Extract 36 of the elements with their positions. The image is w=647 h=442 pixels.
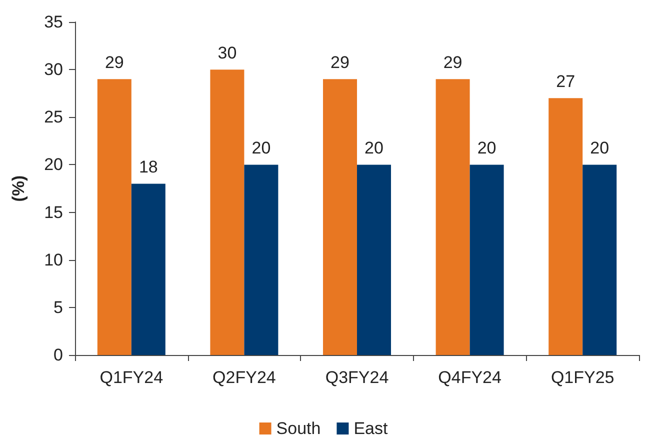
bar (97, 79, 132, 355)
x-tick-label: Q2FY24 (212, 368, 276, 387)
x-tick-label: Q1FY24 (100, 368, 164, 387)
y-tick-label: 35 (44, 12, 63, 32)
x-tick-label: Q4FY24 (438, 368, 502, 387)
bar (323, 79, 357, 355)
y-tick-label: 25 (44, 108, 63, 127)
data-label: 20 (252, 138, 271, 158)
data-label: 30 (218, 44, 237, 63)
data-label: 20 (477, 138, 496, 158)
y-tick-label: 20 (44, 155, 63, 174)
bar (548, 98, 583, 355)
legend-label: South (276, 419, 321, 438)
data-label: 18 (138, 158, 158, 177)
data-label: 29 (104, 53, 124, 72)
data-label: 20 (364, 138, 384, 158)
y-axis-title: (%) (9, 175, 28, 202)
data-label: 27 (556, 72, 576, 92)
y-tick-label: 5 (54, 298, 63, 317)
y-tick-label: 15 (44, 202, 63, 222)
legend-label: East (354, 419, 388, 438)
bar (582, 164, 617, 355)
data-label: 29 (330, 53, 350, 72)
data-label: 29 (443, 53, 462, 72)
x-tick-label: Q3FY24 (325, 368, 389, 387)
y-tick-label: 0 (54, 346, 63, 364)
bar (470, 164, 504, 355)
bar (244, 164, 278, 355)
bar (131, 184, 166, 355)
bar (357, 164, 391, 355)
x-tick-label: Q1FY25 (550, 368, 614, 387)
data-label: 20 (590, 138, 610, 158)
y-tick-label: 30 (44, 60, 63, 80)
bar (210, 70, 244, 355)
y-tick-label: 10 (44, 250, 63, 270)
bar (436, 79, 470, 355)
